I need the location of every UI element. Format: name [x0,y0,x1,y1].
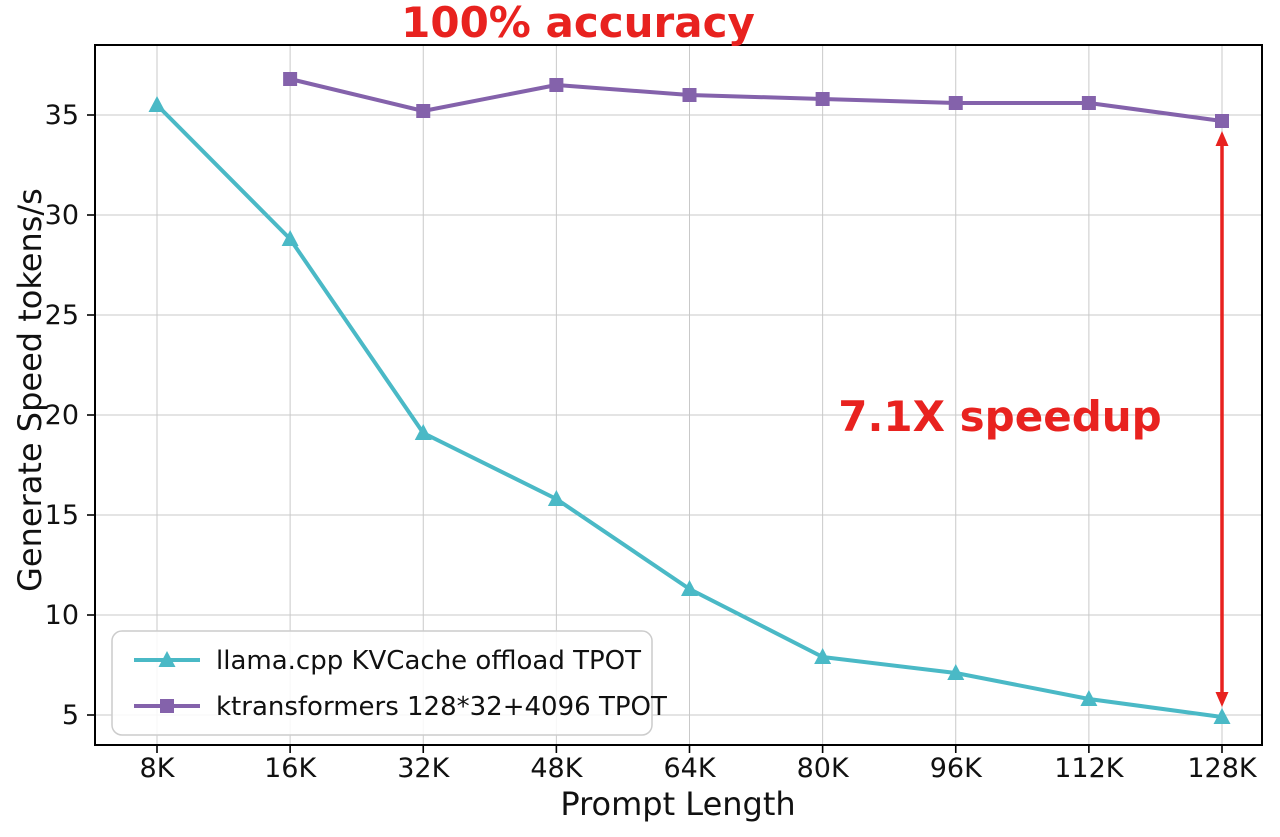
speedup-annotation: 7.1X speedup [838,392,1162,441]
x-axis: 8K 16K 32K 48K 64K 80K 96K 112K 128K [140,745,1258,784]
series-llama-cpp-kvcache-offload-tpot [148,96,1231,724]
x-tick-label: 8K [140,753,176,784]
y-tick-label: 25 [45,300,79,331]
legend-item-ktransformers-128-32-4096-tpot: ktransformers 128*32+4096 TPOT [134,692,667,722]
legend-label: llama.cpp KVCache offload TPOT [216,646,641,676]
legend-item-llama-cpp-kvcache-offload-tpot: llama.cpp KVCache offload TPOT [134,646,641,676]
x-tick-label: 32K [397,753,450,784]
y-tick-label: 20 [45,400,79,431]
x-tick-label: 80K [797,753,850,784]
x-tick-label: 16K [264,753,317,784]
legend-label: ktransformers 128*32+4096 TPOT [216,692,667,722]
speedup-arrow [1215,131,1229,707]
y-tick-label: 30 [45,200,79,231]
y-tick-label: 10 [45,600,79,631]
y-tick-label: 15 [45,500,79,531]
x-tick-label: 128K [1187,753,1258,784]
accuracy-annotation: 100% accuracy [401,0,755,47]
y-tick-label: 5 [62,700,79,731]
x-tick-label: 64K [663,753,716,784]
y-axis: 5 10 15 20 25 30 35 [45,100,95,731]
y-axis-label: Generate Speed tokens/s [11,188,49,592]
x-axis-label: Prompt Length [560,785,796,823]
x-tick-label: 112K [1054,753,1125,784]
legend: llama.cpp KVCache offload TPOT ktransform… [111,630,667,736]
plot-border [94,44,1263,746]
plot-area [95,45,1262,745]
y-tick-label: 35 [45,100,79,131]
x-tick-label: 48K [530,753,583,784]
series-ktransformers-128-32-4096-tpot [283,72,1229,128]
x-tick-label: 96K [930,753,983,784]
